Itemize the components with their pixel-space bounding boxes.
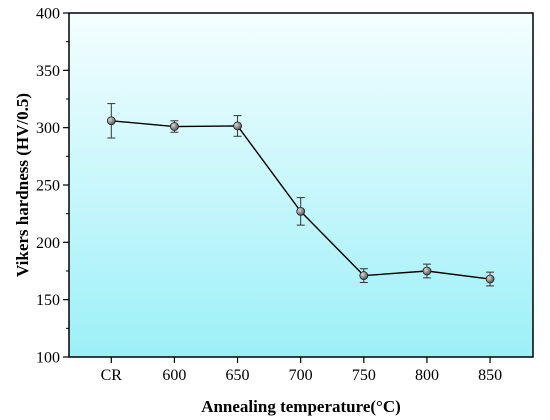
x-tick-label: 800 [415, 367, 439, 384]
data-point [296, 206, 306, 216]
plot-area [69, 13, 533, 357]
data-point [106, 116, 116, 126]
x-tick-label: 650 [226, 367, 250, 384]
data-point [422, 266, 432, 276]
y-tick-label: 300 [36, 120, 60, 137]
y-tick-label: 400 [36, 6, 60, 23]
x-tick-label: 700 [289, 367, 313, 384]
y-tick-label: 350 [36, 63, 60, 80]
data-point [359, 271, 369, 280]
data-point [233, 121, 242, 131]
x-axis-ticks: CR 600 650 700 750 800 850 [101, 357, 502, 384]
y-axis-title: Vikers hardness (HV/0.5) [13, 93, 32, 277]
x-axis-title: Annealing temperature(°C) [201, 397, 401, 416]
y-tick-label: 100 [36, 350, 60, 367]
x-tick-label: CR [101, 367, 123, 384]
y-tick-label: 200 [36, 235, 60, 252]
y-axis-ticks: 100 150 200 250 300 350 400 [36, 6, 69, 367]
x-tick-label: 750 [352, 367, 376, 384]
y-tick-label: 150 [36, 292, 60, 309]
y-tick-label: 250 [36, 178, 60, 195]
series-layer [106, 103, 495, 287]
x-tick-label: 850 [478, 367, 502, 384]
plot-frame [68, 12, 534, 358]
x-tick-label: 600 [162, 367, 186, 384]
data-point [170, 122, 179, 131]
data-point [485, 274, 495, 284]
